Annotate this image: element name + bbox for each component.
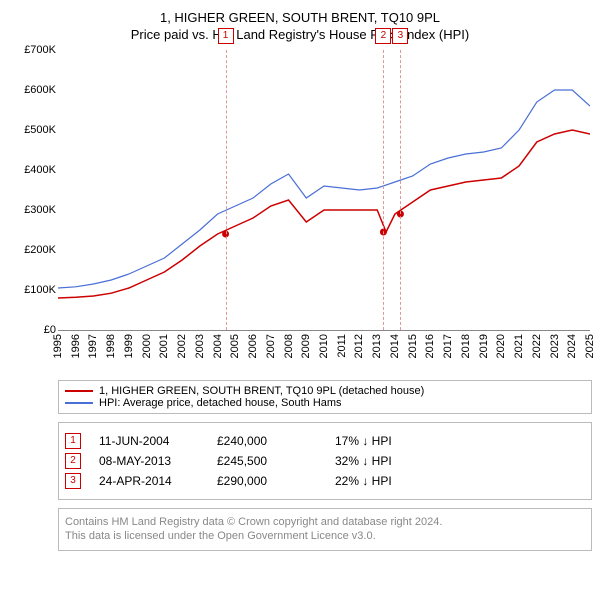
- x-tick-label: 2016: [424, 334, 436, 358]
- sales-date: 24-APR-2014: [99, 474, 199, 488]
- sales-date: 08-MAY-2013: [99, 454, 199, 468]
- footer-attribution: Contains HM Land Registry data © Crown c…: [58, 508, 592, 551]
- x-tick-label: 2025: [584, 334, 596, 358]
- plot-area: 123: [58, 50, 590, 331]
- sales-marker-icon: 3: [65, 473, 81, 489]
- y-tick-label: £300K: [24, 204, 56, 216]
- x-tick-label: 2006: [247, 334, 259, 358]
- x-tick-label: 1998: [105, 334, 117, 358]
- x-tick-label: 2021: [513, 334, 525, 358]
- x-tick-label: 2017: [442, 334, 454, 358]
- x-tick-label: 2007: [265, 334, 277, 358]
- x-tick-label: 2001: [158, 334, 170, 358]
- series-price_paid: [58, 130, 590, 298]
- legend: 1, HIGHER GREEN, SOUTH BRENT, TQ10 9PL (…: [58, 380, 592, 414]
- x-tick-label: 2000: [141, 334, 153, 358]
- x-tick-label: 1995: [52, 334, 64, 358]
- sales-vs-hpi: 22% ↓ HPI: [335, 474, 435, 488]
- title-subtitle: Price paid vs. HM Land Registry's House …: [10, 27, 590, 42]
- legend-swatch: [65, 402, 93, 404]
- sales-row: 3 24-APR-2014 £290,000 22% ↓ HPI: [65, 473, 585, 489]
- sales-table: 1 11-JUN-2004 £240,000 17% ↓ HPI 2 08-MAY-201…: [58, 422, 592, 500]
- legend-item: 1, HIGHER GREEN, SOUTH BRENT, TQ10 9PL (…: [65, 385, 585, 397]
- y-tick-label: £600K: [24, 84, 56, 96]
- sale-marker: 2: [375, 28, 391, 44]
- x-tick-label: 1996: [70, 334, 82, 358]
- x-tick-label: 2005: [229, 334, 241, 358]
- legend-label: HPI: Average price, detached house, Sout…: [99, 397, 342, 409]
- sale-reference-line: [383, 50, 384, 330]
- legend-label: 1, HIGHER GREEN, SOUTH BRENT, TQ10 9PL (…: [99, 385, 424, 397]
- sales-date: 11-JUN-2004: [99, 434, 199, 448]
- x-tick-label: 2023: [549, 334, 561, 358]
- x-tick-label: 2010: [318, 334, 330, 358]
- sales-marker-icon: 1: [65, 433, 81, 449]
- y-tick-label: £500K: [24, 124, 56, 136]
- x-tick-label: 2004: [212, 334, 224, 358]
- sales-price: £240,000: [217, 434, 317, 448]
- y-tick-label: £100K: [24, 284, 56, 296]
- x-tick-label: 2012: [353, 334, 365, 358]
- chart-svg: [58, 50, 590, 330]
- x-tick-label: 2019: [478, 334, 490, 358]
- sales-price: £245,500: [217, 454, 317, 468]
- sale-marker: 3: [392, 28, 408, 44]
- sales-vs-hpi: 32% ↓ HPI: [335, 454, 435, 468]
- sale-marker: 1: [218, 28, 234, 44]
- x-tick-label: 2020: [495, 334, 507, 358]
- chart: £0£100K£200K£300K£400K£500K£600K£700K 12…: [10, 50, 590, 370]
- sales-marker-icon: 2: [65, 453, 81, 469]
- x-tick-label: 1999: [123, 334, 135, 358]
- x-tick-label: 2022: [531, 334, 543, 358]
- legend-item: HPI: Average price, detached house, Sout…: [65, 397, 585, 409]
- series-hpi: [58, 90, 590, 288]
- y-axis-labels: £0£100K£200K£300K£400K£500K£600K£700K: [10, 50, 58, 330]
- title-address: 1, HIGHER GREEN, SOUTH BRENT, TQ10 9PL: [10, 10, 590, 25]
- x-tick-label: 2024: [566, 334, 578, 358]
- sales-row: 1 11-JUN-2004 £240,000 17% ↓ HPI: [65, 433, 585, 449]
- sale-reference-line: [226, 50, 227, 330]
- x-tick-label: 2008: [283, 334, 295, 358]
- x-axis-labels: 1995199619971998199920002001200220032004…: [58, 334, 590, 370]
- x-tick-label: 2013: [371, 334, 383, 358]
- x-tick-label: 2003: [194, 334, 206, 358]
- y-tick-label: £700K: [24, 44, 56, 56]
- sales-price: £290,000: [217, 474, 317, 488]
- x-tick-label: 2014: [389, 334, 401, 358]
- x-tick-label: 2002: [176, 334, 188, 358]
- footer-line2: This data is licensed under the Open Gov…: [65, 529, 585, 543]
- sale-reference-line: [400, 50, 401, 330]
- y-tick-label: £200K: [24, 244, 56, 256]
- sales-vs-hpi: 17% ↓ HPI: [335, 434, 435, 448]
- footer-line1: Contains HM Land Registry data © Crown c…: [65, 515, 585, 529]
- y-tick-label: £400K: [24, 164, 56, 176]
- sales-row: 2 08-MAY-2013 £245,500 32% ↓ HPI: [65, 453, 585, 469]
- x-tick-label: 2015: [407, 334, 419, 358]
- x-tick-label: 2011: [336, 334, 348, 358]
- x-tick-label: 2018: [460, 334, 472, 358]
- x-tick-label: 1997: [87, 334, 99, 358]
- legend-swatch: [65, 390, 93, 392]
- x-tick-label: 2009: [300, 334, 312, 358]
